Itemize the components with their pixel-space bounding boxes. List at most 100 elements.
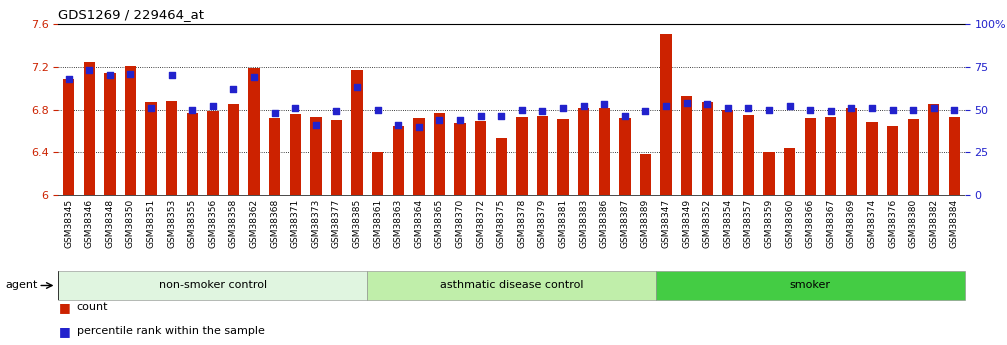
Text: GSM38358: GSM38358	[229, 199, 238, 248]
Text: GSM38351: GSM38351	[147, 199, 156, 248]
Bar	[84, 61, 95, 195]
Point	[637, 108, 654, 114]
Text: GSM38357: GSM38357	[744, 199, 753, 248]
Point	[123, 71, 139, 77]
Text: non-smoker control: non-smoker control	[159, 280, 267, 290]
Point	[102, 72, 118, 78]
Text: GSM38387: GSM38387	[620, 199, 629, 248]
Text: GSM38371: GSM38371	[291, 199, 300, 248]
Text: GSM38381: GSM38381	[559, 199, 568, 248]
Text: GSM38374: GSM38374	[867, 199, 876, 248]
Point	[431, 117, 447, 122]
Text: ■: ■	[58, 300, 70, 314]
Point	[287, 105, 303, 111]
Point	[246, 74, 262, 80]
Bar	[661, 34, 672, 195]
Point	[493, 114, 510, 119]
Text: GSM38361: GSM38361	[374, 199, 383, 248]
Text: GSM38353: GSM38353	[167, 199, 176, 248]
Point	[905, 107, 921, 112]
Bar	[166, 101, 177, 195]
Point	[781, 104, 798, 109]
Bar	[763, 152, 774, 195]
Text: GSM38345: GSM38345	[64, 199, 74, 248]
Text: asthmatic disease control: asthmatic disease control	[440, 280, 583, 290]
Bar	[495, 138, 507, 195]
Bar	[949, 117, 960, 195]
Text: GSM38384: GSM38384	[950, 199, 959, 248]
Point	[328, 108, 344, 114]
Text: GSM38359: GSM38359	[764, 199, 773, 248]
Bar	[656, 271, 965, 300]
Bar	[743, 115, 754, 195]
Bar	[105, 73, 116, 195]
Text: GSM38383: GSM38383	[579, 199, 588, 248]
Point	[143, 105, 159, 111]
Bar	[784, 148, 796, 195]
Text: GSM38380: GSM38380	[908, 199, 917, 248]
Text: GDS1269 / 229464_at: GDS1269 / 229464_at	[58, 8, 204, 21]
Point	[843, 105, 859, 111]
Bar	[454, 124, 465, 195]
Bar	[722, 109, 733, 195]
Text: GSM38367: GSM38367	[827, 199, 836, 248]
Point	[411, 124, 427, 129]
Point	[308, 122, 324, 128]
Point	[761, 107, 777, 112]
Bar	[368, 271, 656, 300]
Point	[596, 102, 612, 107]
Text: agent: agent	[5, 280, 37, 290]
Point	[535, 108, 551, 114]
Bar	[310, 117, 321, 195]
Text: GSM38364: GSM38364	[414, 199, 423, 248]
Point	[925, 105, 942, 111]
Bar	[331, 120, 342, 195]
Bar	[290, 114, 301, 195]
Bar	[578, 108, 589, 195]
Bar	[681, 96, 692, 195]
Text: GSM38362: GSM38362	[250, 199, 259, 248]
Bar	[393, 126, 404, 195]
Bar	[249, 68, 260, 195]
Text: GSM38354: GSM38354	[723, 199, 732, 248]
Point	[163, 72, 179, 78]
Text: GSM38366: GSM38366	[806, 199, 815, 248]
Point	[699, 102, 715, 107]
Bar	[846, 108, 857, 195]
Bar	[58, 271, 368, 300]
Text: GSM38350: GSM38350	[126, 199, 135, 248]
Point	[720, 105, 736, 111]
Text: percentile rank within the sample: percentile rank within the sample	[77, 326, 265, 336]
Text: count: count	[77, 302, 108, 312]
Text: GSM38378: GSM38378	[518, 199, 527, 248]
Point	[864, 105, 880, 111]
Point	[803, 107, 819, 112]
Text: GSM38373: GSM38373	[311, 199, 320, 248]
Text: GSM38389: GSM38389	[640, 199, 650, 248]
Point	[679, 100, 695, 106]
Bar	[475, 121, 486, 195]
Bar	[372, 152, 384, 195]
Text: GSM38360: GSM38360	[785, 199, 795, 248]
Text: GSM38348: GSM38348	[106, 199, 115, 248]
Text: GSM38376: GSM38376	[888, 199, 897, 248]
Bar	[413, 118, 425, 195]
Point	[349, 85, 366, 90]
Point	[884, 107, 900, 112]
Bar	[558, 119, 569, 195]
Bar	[63, 79, 75, 195]
Text: ■: ■	[58, 325, 70, 338]
Bar	[598, 108, 610, 195]
Text: GSM38352: GSM38352	[703, 199, 712, 248]
Point	[82, 68, 98, 73]
Point	[823, 108, 839, 114]
Point	[204, 104, 221, 109]
Point	[184, 107, 200, 112]
Bar	[125, 66, 136, 195]
Text: GSM38363: GSM38363	[394, 199, 403, 248]
Bar	[887, 126, 898, 195]
Bar	[207, 111, 219, 195]
Bar	[928, 104, 940, 195]
Point	[616, 114, 632, 119]
Text: GSM38356: GSM38356	[208, 199, 218, 248]
